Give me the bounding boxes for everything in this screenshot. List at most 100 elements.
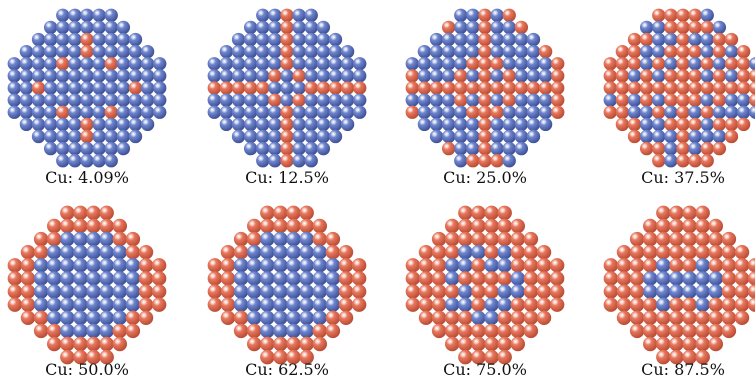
host-atom — [19, 117, 34, 132]
host-atom — [231, 57, 246, 71]
cu-atom — [56, 57, 70, 71]
cu-atom — [712, 117, 727, 132]
cu-atom — [523, 231, 539, 247]
host-atom — [273, 297, 288, 312]
host-atom — [708, 284, 723, 299]
host-atom — [60, 323, 75, 339]
cu-atom — [478, 129, 492, 144]
cu-atom — [695, 231, 710, 247]
host-atom — [256, 141, 270, 156]
cu-atom — [99, 336, 114, 352]
cu-atom — [669, 205, 684, 221]
cu-atom — [724, 117, 739, 132]
cu-atom — [431, 323, 447, 339]
host-atom — [299, 284, 314, 299]
cu-atom — [639, 93, 654, 107]
host-atom — [116, 81, 131, 95]
host-atom — [429, 44, 444, 59]
cu-atom — [664, 8, 678, 22]
host-atom — [490, 32, 504, 47]
cu-atom — [431, 310, 447, 325]
panel-caption-1: Cu: 4.09% — [45, 168, 129, 187]
cu-atom — [280, 57, 294, 71]
host-atom — [68, 8, 82, 22]
host-atom — [316, 105, 331, 119]
host-atom — [429, 129, 444, 144]
cu-atom — [688, 20, 702, 35]
host-atom — [292, 32, 306, 47]
host-atom — [68, 57, 82, 71]
host-atom — [700, 129, 714, 144]
host-atom — [268, 105, 282, 119]
cu-atom — [497, 218, 512, 234]
cu-atom — [627, 129, 642, 144]
host-atom — [502, 141, 516, 156]
host-atom — [526, 44, 541, 59]
cu-atom — [616, 245, 632, 260]
host-atom — [92, 129, 106, 144]
cu-atom — [405, 258, 421, 273]
host-atom — [68, 20, 82, 35]
host-atom — [112, 271, 127, 286]
host-atom — [128, 32, 143, 47]
cu-atom — [338, 258, 354, 273]
cu-atom — [458, 218, 473, 234]
host-atom — [639, 44, 654, 59]
host-atom — [7, 105, 21, 119]
cu-atom — [20, 284, 36, 299]
host-atom — [207, 105, 221, 119]
host-atom — [86, 245, 101, 260]
host-atom — [231, 117, 246, 132]
cu-atom — [484, 231, 499, 247]
host-atom — [454, 154, 468, 168]
cu-atom — [510, 323, 525, 339]
cu-atom — [233, 231, 249, 247]
host-atom — [247, 258, 262, 273]
host-atom — [316, 93, 331, 107]
host-atom — [260, 297, 275, 312]
cu-atom — [497, 349, 512, 365]
cu-atom — [523, 245, 539, 260]
host-atom — [316, 57, 331, 71]
host-atom — [73, 297, 88, 312]
cu-atom — [247, 218, 262, 234]
host-atom — [92, 32, 106, 47]
cu-atom — [405, 271, 421, 286]
cu-atom — [721, 271, 737, 286]
cu-atom — [325, 231, 341, 247]
host-atom — [31, 117, 46, 132]
host-atom — [99, 231, 114, 247]
cu-atom — [220, 284, 236, 299]
cu-atom — [445, 218, 460, 234]
cu-atom — [151, 297, 167, 312]
host-atom — [31, 57, 46, 71]
host-atom — [656, 258, 671, 273]
cu-atom — [268, 69, 282, 83]
cu-atom — [708, 310, 723, 325]
cu-atom — [316, 81, 331, 95]
host-atom — [56, 154, 70, 168]
cu-atom — [695, 323, 710, 339]
cu-atom — [652, 81, 666, 95]
cu-atom — [431, 258, 447, 273]
host-atom — [429, 32, 444, 47]
cu-atom — [497, 271, 512, 286]
host-atom — [68, 154, 82, 168]
host-atom — [502, 154, 516, 168]
cu-atom — [669, 258, 684, 273]
host-atom — [441, 105, 456, 119]
host-atom — [312, 258, 327, 273]
host-atom — [688, 32, 702, 47]
cu-atom — [664, 117, 678, 132]
cu-atom — [125, 310, 141, 325]
cu-atom — [351, 297, 367, 312]
cu-atom — [656, 245, 671, 260]
host-atom — [304, 8, 318, 22]
host-atom — [417, 117, 432, 132]
cu-atom — [418, 310, 434, 325]
cu-atom — [615, 81, 630, 95]
cu-atom — [734, 284, 750, 299]
host-atom — [73, 284, 88, 299]
host-atom — [19, 44, 34, 59]
cu-atom — [138, 297, 154, 312]
